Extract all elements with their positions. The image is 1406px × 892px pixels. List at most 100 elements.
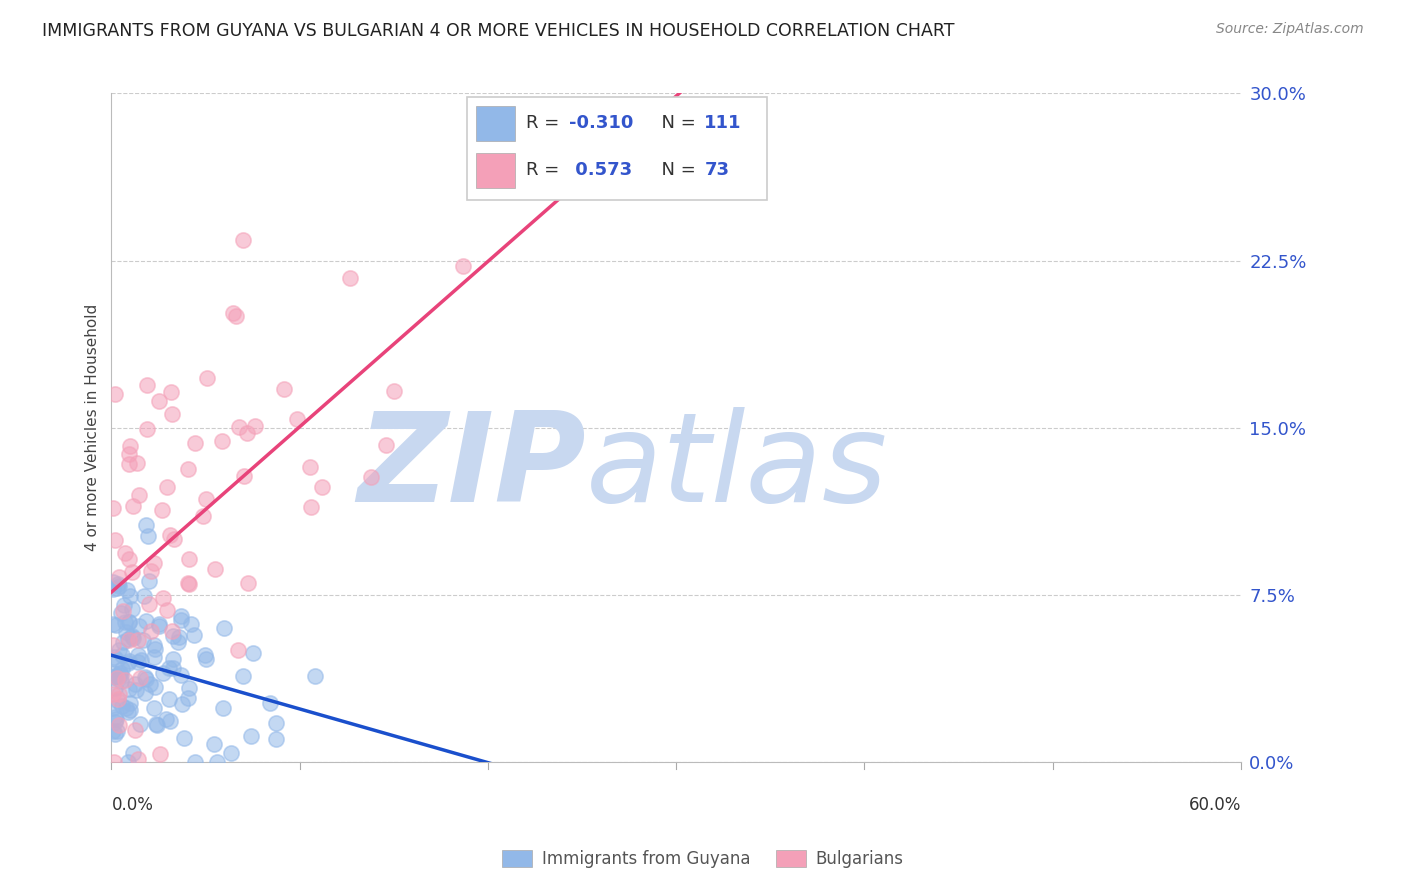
Point [108,579,131,593]
Point [103,575,125,590]
Point [152,665,174,680]
Point [152,591,174,605]
Point [114,546,136,560]
Point [115,625,138,640]
Point [179,551,201,566]
Point [156,602,179,616]
Point [145,717,167,731]
Point [103,582,125,596]
Point [128,672,150,686]
Point [304,669,326,683]
Point [160,384,183,399]
Text: Source: ZipAtlas.com: Source: ZipAtlas.com [1216,22,1364,37]
Point [118,447,141,461]
Point [111,635,134,649]
Point [183,627,205,641]
Point [143,649,166,664]
Point [103,638,125,652]
Point [259,696,281,710]
Y-axis label: 4 or more Vehicles in Household: 4 or more Vehicles in Household [86,304,100,551]
Point [108,666,131,681]
Point [118,703,141,717]
Point [103,710,125,724]
Point [145,641,167,656]
Point [111,662,134,676]
Point [110,673,132,688]
Point [103,724,125,739]
Point [118,457,141,471]
Point [112,599,135,613]
Point [146,718,169,732]
Text: 0.0%: 0.0% [111,796,153,814]
Text: ZIP: ZIP [357,408,586,528]
Point [177,577,200,591]
Point [163,533,186,547]
Point [157,660,180,674]
Point [264,715,287,730]
Point [103,616,125,631]
Point [136,529,159,543]
Point [107,723,129,738]
Point [104,533,127,548]
Point [128,619,150,633]
Point [149,747,172,762]
Point [129,717,152,731]
Point [118,551,141,566]
Point [162,651,184,665]
Point [115,582,138,597]
Point [162,660,184,674]
Legend: Immigrants from Guyana, Bulgarians: Immigrants from Guyana, Bulgarians [495,843,911,875]
Point [451,259,474,273]
Point [232,233,254,247]
Point [375,438,398,452]
Point [299,500,322,514]
Point [112,603,135,617]
Text: 60.0%: 60.0% [1188,796,1241,814]
Point [222,306,245,320]
Point [204,562,226,576]
Point [114,673,136,688]
Point [170,668,193,682]
Point [118,654,141,668]
Point [238,576,260,591]
Point [184,435,207,450]
Point [170,613,193,627]
Point [104,714,127,729]
Point [194,648,217,663]
Point [138,597,160,611]
Point [195,652,218,666]
Point [103,501,125,516]
Point [148,618,170,632]
Point [104,617,127,632]
Point [166,635,188,649]
Point [202,737,225,751]
Point [167,630,190,644]
Point [103,670,125,684]
Point [117,756,139,770]
Point [156,480,179,494]
Point [105,712,128,726]
Point [111,648,134,662]
Point [266,731,288,746]
Point [139,677,162,691]
Point [176,691,198,706]
Text: 73: 73 [704,161,730,179]
Point [117,657,139,671]
Point [228,419,250,434]
Point [117,705,139,719]
Point [211,434,233,449]
Point [157,692,180,706]
Text: R =: R = [526,114,565,132]
Point [121,602,143,616]
Point [124,677,146,691]
Point [104,726,127,740]
Point [382,384,405,398]
Text: N =: N = [650,161,702,179]
Point [135,518,157,533]
Point [184,756,207,770]
Point [195,492,218,507]
Point [162,624,184,639]
Point [242,646,264,660]
Point [170,608,193,623]
Point [117,615,139,630]
